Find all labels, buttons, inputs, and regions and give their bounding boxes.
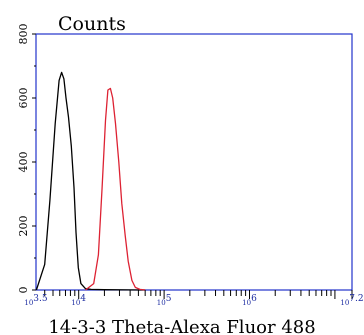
y-tick-label: 0 — [17, 287, 30, 294]
y-tick-label: 400 — [17, 152, 30, 173]
x-tick-label: 106 — [242, 294, 257, 307]
y-tick-label: 200 — [17, 216, 30, 237]
plot-border — [35, 33, 353, 291]
y-tick-label: 600 — [17, 88, 30, 109]
series-line-1 — [35, 71, 146, 291]
y-tick-label: 800 — [17, 24, 30, 45]
histogram-series — [35, 71, 146, 291]
y-axis: 0 200 400 600 800 — [17, 24, 36, 294]
x-tick-label: 104 — [71, 294, 86, 307]
chart-title: Counts — [58, 13, 126, 35]
series-line-2 — [85, 87, 146, 291]
plot-frame — [35, 33, 353, 291]
x-axis-label: 14-3-3 Theta-Alexa Fluor 488 — [48, 317, 315, 335]
x-tick-label: 103.5 — [24, 294, 48, 307]
x-axis: 103.5 104 105 106 107.2 — [24, 290, 364, 307]
x-tick-label: 105 — [157, 294, 172, 307]
x-tick-label: 107.2 — [340, 294, 363, 307]
